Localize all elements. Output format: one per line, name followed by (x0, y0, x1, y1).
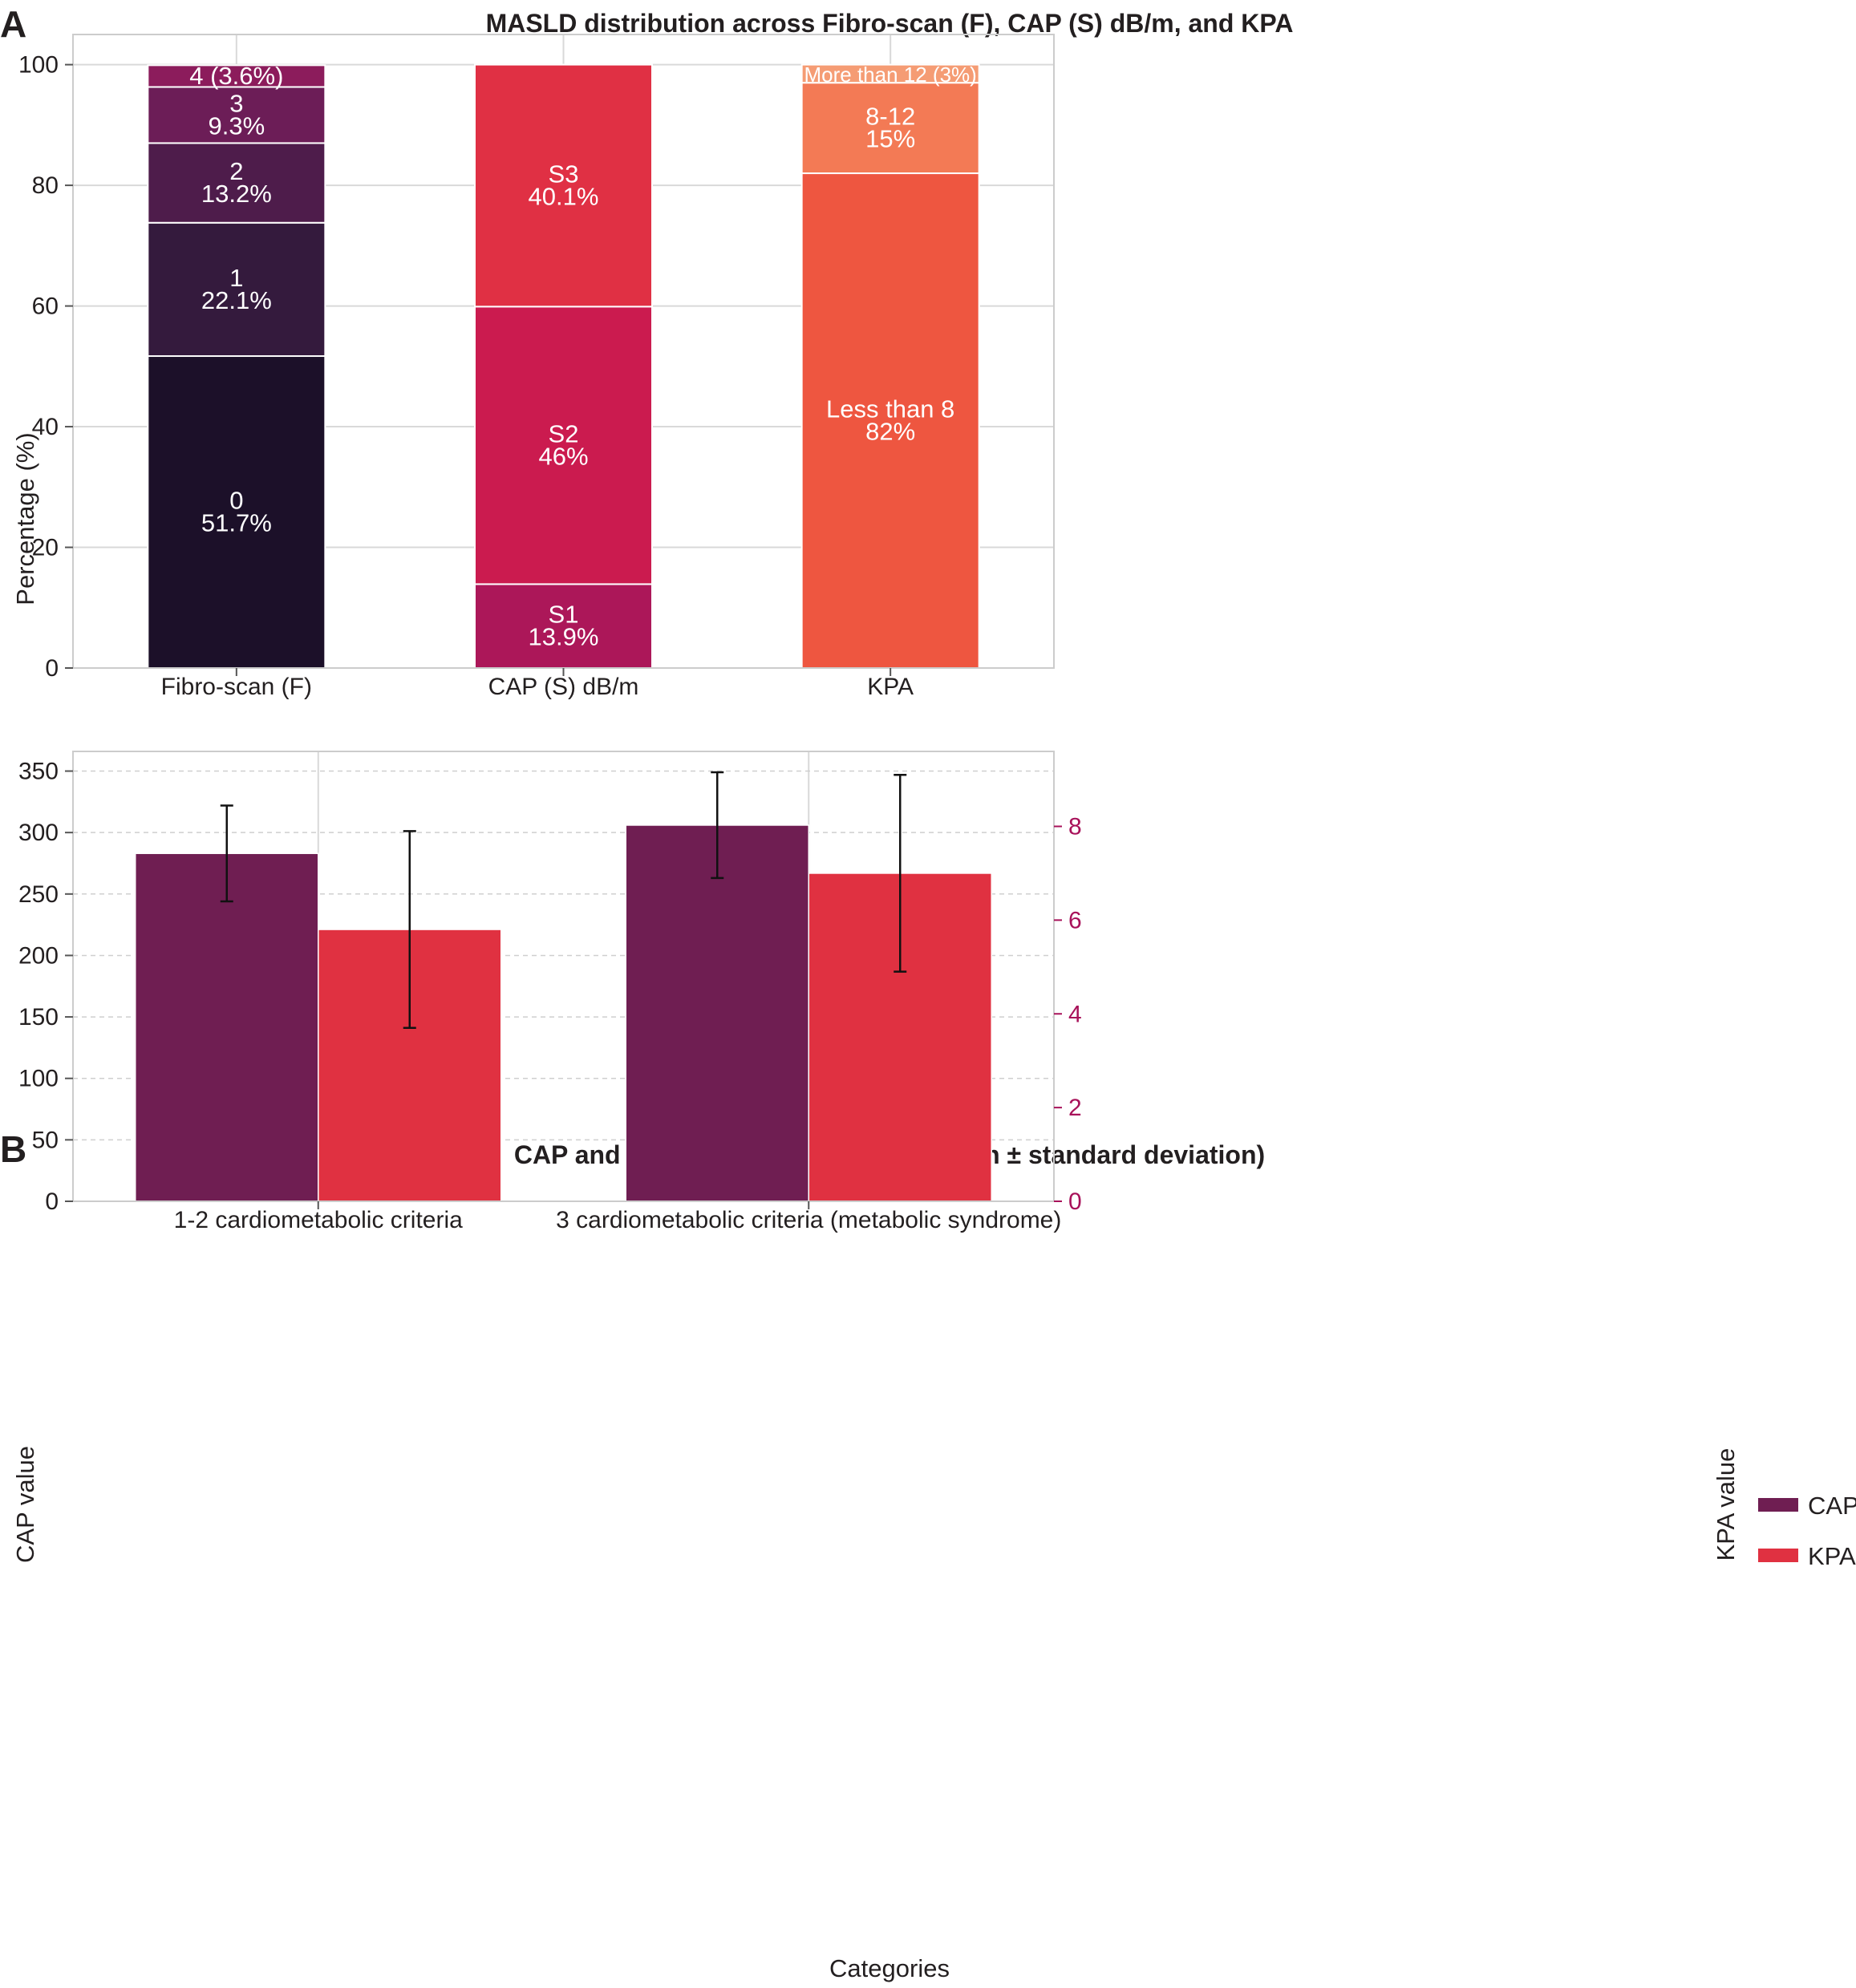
panel-a-y-tick-label: 100 (18, 52, 59, 79)
bar-segment-label: 1 (229, 264, 243, 292)
panel-b-right-tick-label: 0 (1068, 1188, 1082, 1215)
legend-swatch-cap (1758, 1498, 1798, 1512)
panel-b-x-axis-label: Categories (829, 1954, 950, 1982)
panel-a-y-ticks: 0 20 40 60 80 100 (18, 52, 73, 682)
panel-b-chart: CAP and KPA values by category (mean ± s… (11, 751, 1856, 1982)
legend-label-kpa: KPA (1808, 1542, 1856, 1570)
panel-b-right-tick-label: 4 (1068, 1001, 1082, 1027)
panel-b-right-tick-label: 2 (1068, 1095, 1082, 1121)
bar-segment-label: 4 (3.6%) (189, 62, 283, 90)
bar-segment-fibro-scan-f-3 (147, 86, 326, 144)
panel-b-left-tick-label: 250 (18, 881, 59, 908)
bar-cap-1-2-cardiometabolic-criteria (135, 852, 319, 1202)
panel-b-left-tick-label: 50 (32, 1127, 59, 1153)
bar-segment-label: 82% (865, 418, 915, 446)
bar-segment-label: 51.7% (201, 509, 272, 537)
legend-label-cap: CAP (1808, 1492, 1856, 1520)
bar-segment-cap-s-db-m-s1 (474, 583, 653, 670)
bar-segment-label: 2 (229, 157, 243, 185)
bar-segment-fibro-scan-f-2 (147, 142, 326, 224)
panel-b-x-tick-label: 3 cardiometabolic criteria (metabolic sy… (556, 1207, 1061, 1233)
bar-segment-fibro-scan-f-4 (147, 64, 326, 88)
panel-a-chart: MASLD distribution across Fibro-scan (F)… (11, 9, 1293, 700)
panel-a-y-tick-label: 40 (32, 414, 59, 440)
panel-b-letter: B (0, 1128, 26, 1170)
legend-swatch-kpa (1758, 1549, 1798, 1562)
panel-b-right-tick-label: 6 (1068, 907, 1082, 933)
panel-b-right-y-axis-label: KPA value (1712, 1448, 1740, 1561)
panel-a-y-tick-label: 80 (32, 172, 59, 199)
bar-segment-cap-s-db-m-s3 (474, 63, 653, 308)
panel-a-y-tick-label: 60 (32, 294, 59, 320)
bar-segment-label: 15% (865, 125, 915, 153)
panel-b-error-bars (220, 771, 907, 1030)
bar-segment-label: 22.1% (201, 286, 272, 314)
bar-segment-label: Less than 8 (826, 395, 954, 423)
panel-b-x-tick-label: 1-2 cardiometabolic criteria (174, 1207, 463, 1233)
panel-a-y-tick-label: 0 (45, 655, 59, 682)
bar-segment-label: 9.3% (208, 111, 265, 140)
bar-segment-label: 13.9% (529, 623, 599, 651)
panel-a-y-axis-label: Percentage (%) (11, 432, 39, 605)
bar-segment-label: 40.1% (529, 182, 599, 210)
bar-segment-label: S1 (549, 601, 579, 629)
panel-a-x-tick-label: KPA (867, 674, 914, 700)
bar-segment-label: 0 (229, 487, 243, 515)
panel-b-left-tick-label: 0 (45, 1188, 59, 1215)
panel-a-bars (147, 63, 980, 670)
panel-a-x-tick-label: Fibro-scan (F) (161, 674, 312, 700)
panel-b-left-tick-label: 150 (18, 1004, 59, 1030)
panel-a-letter: A (0, 3, 26, 45)
panel-b-right-y-ticks: 0 2 4 6 8 (1054, 814, 1082, 1215)
bar-segment-fibro-scan-f-1 (147, 221, 326, 358)
panel-b-x-ticks: 1-2 cardiometabolic criteria 3 cardiometa… (174, 1201, 1061, 1233)
panel-b-right-tick-label: 8 (1068, 814, 1082, 840)
panel-b-left-tick-label: 200 (18, 942, 59, 969)
bar-segment-kpa-8-12 (800, 82, 980, 175)
panel-b-left-tick-label: 350 (18, 759, 59, 785)
bar-segment-fibro-scan-f-0 (147, 355, 326, 669)
bar-segment-label: 8-12 (865, 103, 915, 131)
panel-b-left-tick-label: 100 (18, 1066, 59, 1092)
bar-segment-label: S3 (549, 160, 579, 188)
panel-b-left-y-ticks: 0 50 100 150 200 250 300 350 (18, 759, 73, 1215)
panel-a-title: MASLD distribution across Fibro-scan (F)… (486, 9, 1294, 38)
bar-segment-kpa-more-than-12 (800, 63, 980, 84)
panel-b-left-tick-label: 300 (18, 820, 59, 846)
panel-b-plot-frame (72, 751, 1055, 1202)
panel-a-x-ticks: Fibro-scan (F) CAP (S) dB/m KPA (161, 668, 914, 700)
bar-segment-label: 3 (229, 89, 243, 117)
panel-b-left-y-axis-label: CAP value (11, 1446, 39, 1563)
bar-segment-label: More than 12 (3%) (804, 63, 977, 87)
bar-segment-label: 13.2% (201, 180, 272, 208)
bar-segment-label: S2 (549, 419, 579, 447)
panel-b-legend: CAP KPA (1758, 1492, 1856, 1570)
bar-segment-kpa-less-than-8 (800, 172, 980, 670)
panel-a-y-tick-label: 20 (32, 535, 59, 561)
panel-a-x-tick-label: CAP (S) dB/m (488, 674, 639, 700)
bar-segment-label: 46% (538, 442, 588, 470)
bar-cap-3-cardiometabolic-criteria-metabolic-syndrome (625, 824, 809, 1202)
